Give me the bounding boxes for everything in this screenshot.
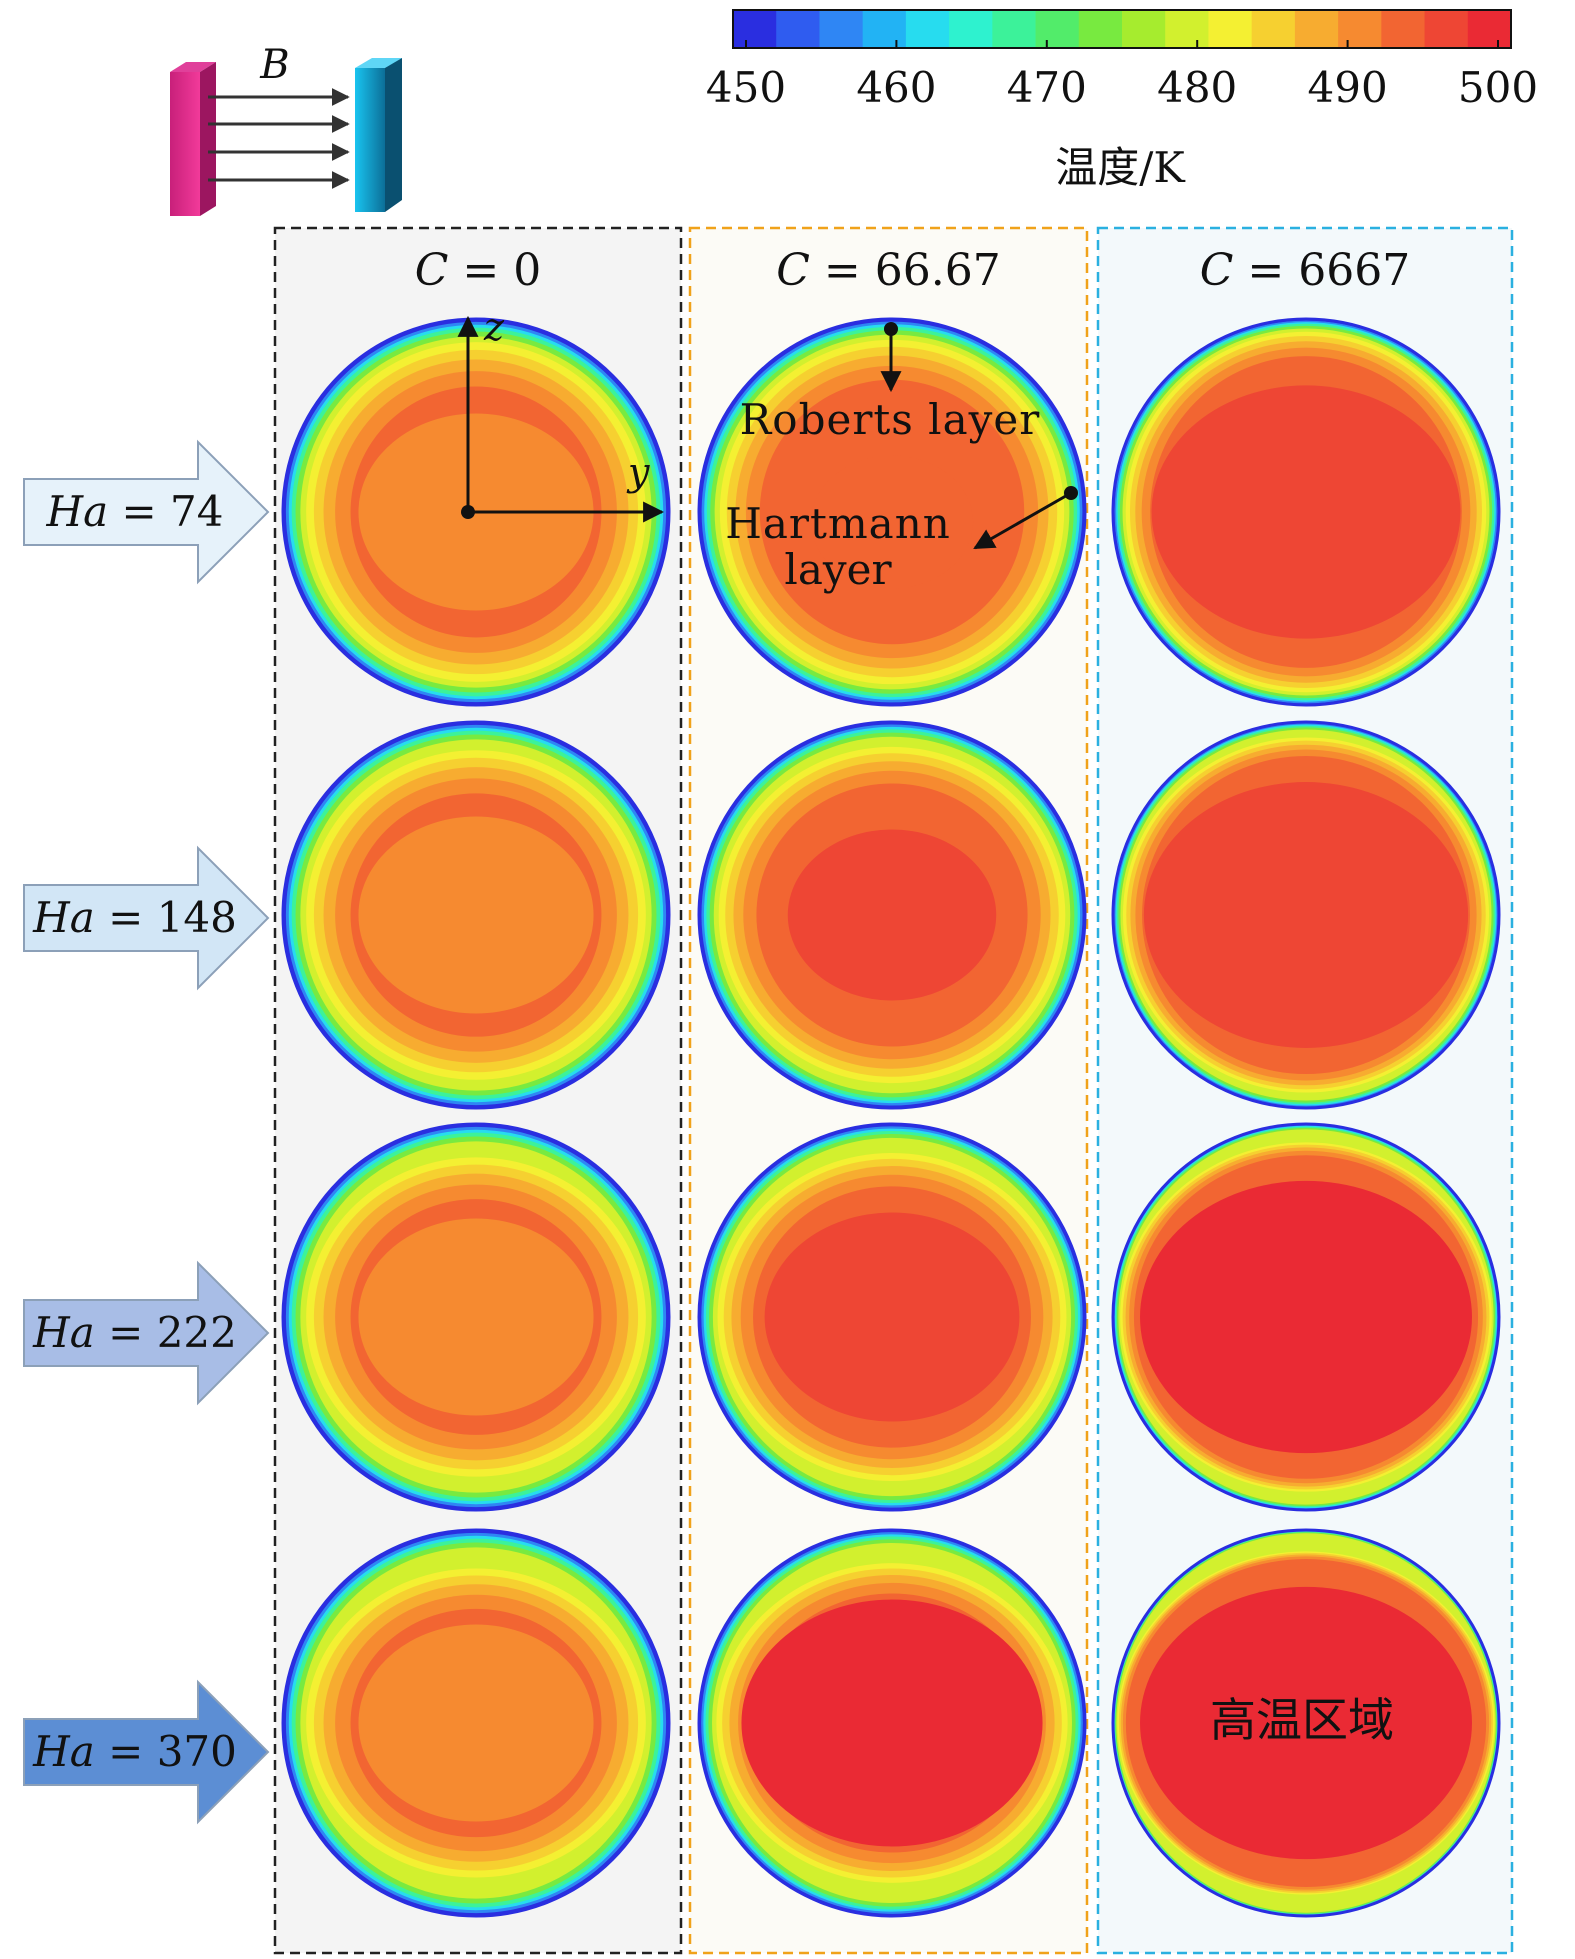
contour-core [741,1599,1043,1847]
column-label: C = 6667 [1200,245,1411,296]
row-label: Ha = 74 [45,487,223,536]
contour-core [1151,385,1461,639]
contour-circle [281,1122,671,1512]
contour-core [1143,782,1469,1048]
column-label: C = 0 [415,245,542,296]
origin-dot [461,505,475,519]
colorbar-segment [776,10,821,48]
contour-core [810,455,974,589]
contour-rim [1111,317,1501,707]
colorbar-segment [1381,10,1426,48]
contour-rim [697,1122,1087,1512]
contour-rim [281,1528,671,1918]
row-label-arrow: Ha = 74 [23,439,270,585]
colorbar: 450 460 470 480 490 500 [706,9,1538,112]
roberts-layer-label: Roberts layer [740,395,1041,444]
colorbar-segment [1078,10,1123,48]
row-label: Ha = 222 [32,1308,237,1357]
colorbar-tick-label: 450 [706,63,786,112]
hartmann-layer-label-line2: layer [784,545,892,594]
colorbar-tick-label: 460 [856,63,936,112]
row-labels: Ha = 74 Ha = 148 Ha = 222 Ha = 370 [23,439,270,1825]
row-label-arrow: Ha = 148 [23,845,270,991]
contour-grid [281,317,1501,1918]
colorbar-segment [1165,10,1210,48]
contour-rim [281,720,671,1110]
contour-core [358,1624,594,1822]
field-label: B [259,42,289,88]
contour-circle [1111,1122,1501,1512]
colorbar-segment [1467,10,1512,48]
contour-circle [1111,1528,1501,1918]
colorbar-segment [1294,10,1339,48]
contour-core [1140,1586,1472,1860]
colorbar-segment [1035,10,1080,48]
colorbar-segment [1251,10,1296,48]
colorbar-segment [733,10,777,48]
contour-rim [1111,720,1501,1110]
contour-circle [1111,720,1501,1110]
colorbar-segment [1338,10,1382,48]
contour-circle [697,1528,1087,1918]
row-label: Ha = 148 [32,893,237,942]
row-label-arrow: Ha = 370 [23,1679,270,1825]
colorbar-segment [1122,10,1166,48]
colorbar-segment [1424,10,1469,48]
layer-annotations: Roberts layer Hartmann layer [725,322,1078,594]
y-axis-label: y [626,450,650,494]
contour-rim [1111,1122,1501,1512]
contour-core [1140,1180,1472,1454]
contour-rim [1111,1528,1501,1918]
colorbar-segment [992,10,1037,48]
contour-circle [281,1528,671,1918]
contour-rim [697,1528,1087,1918]
contour-core [358,816,594,1014]
contour-circle [697,317,1087,707]
row-label: Ha = 370 [32,1727,237,1776]
coordinate-axes [457,315,665,523]
column-label: C = 66.67 [776,245,1000,296]
contour-core [787,829,997,1001]
contour-circle [697,720,1087,1110]
contour-core [764,1212,1020,1422]
colorbar-title: 温度/K [1055,143,1186,192]
contour-circle [1111,317,1501,707]
contour-rim [281,1122,671,1512]
row-label-arrow: Ha = 222 [23,1260,270,1406]
contour-circle [697,1122,1087,1512]
contour-rim [697,317,1087,707]
field-lines [208,88,350,189]
colorbar-tick-label: 490 [1308,63,1388,112]
hartmann-layer-label-line1: Hartmann [725,499,951,548]
colorbar-tick-label: 500 [1458,63,1538,112]
contour-rim [697,720,1087,1110]
contour-circle [281,720,671,1110]
colorbar-segment [1208,10,1253,48]
magnet-icon: B [170,42,402,216]
colorbar-segment [949,10,993,48]
z-axis-label: z [483,305,505,349]
colorbar-segment [819,10,864,48]
colorbar-tick-label: 480 [1157,63,1237,112]
colorbar-segment [905,10,950,48]
contour-core [358,1218,594,1416]
colorbar-segment [862,10,907,48]
high-temp-region-label: 高温区域 [1210,1693,1394,1747]
colorbar-tick-label: 470 [1007,63,1087,112]
